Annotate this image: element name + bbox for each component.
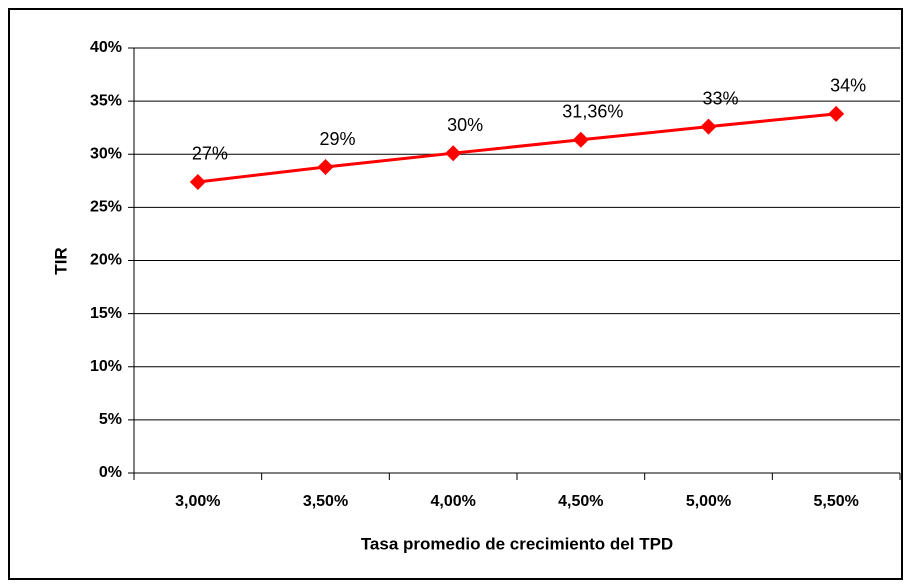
data-point	[317, 159, 334, 175]
data-point	[189, 173, 206, 190]
y-axis-title: TIR	[51, 247, 70, 274]
data-label: 31,36%	[562, 102, 623, 122]
data-label: 29%	[319, 129, 355, 149]
x-tick-label: 3,00%	[175, 493, 220, 510]
y-tick-label: 10%	[90, 358, 122, 375]
y-tick-label: 0%	[99, 464, 122, 481]
x-tick-label: 4,00%	[430, 493, 475, 510]
data-point	[572, 131, 589, 148]
x-tick-label: 4,50%	[558, 493, 603, 510]
series-line	[197, 112, 837, 184]
chart-frame	[8, 8, 903, 580]
y-tick-label: 30%	[90, 145, 122, 162]
x-tick-label: 5,00%	[686, 493, 731, 510]
data-point	[828, 105, 845, 122]
y-tick-label: 35%	[90, 92, 122, 109]
data-point	[445, 145, 462, 162]
data-label: 30%	[447, 115, 483, 135]
x-axis-title: Tasa promedio de crecimiento del TPD	[361, 534, 673, 553]
data-label: 34%	[830, 76, 866, 96]
data-label: 33%	[702, 88, 738, 108]
x-tick-label: 3,50%	[303, 493, 348, 510]
y-tick-label: 40%	[90, 39, 122, 56]
x-tick-label: 5,50%	[813, 493, 858, 510]
y-tick-label: 15%	[90, 305, 122, 322]
y-tick-label: 25%	[90, 199, 122, 216]
data-point	[700, 118, 717, 135]
y-tick-label: 20%	[90, 252, 122, 269]
data-label: 27%	[192, 144, 228, 164]
y-tick-label: 5%	[99, 411, 122, 428]
